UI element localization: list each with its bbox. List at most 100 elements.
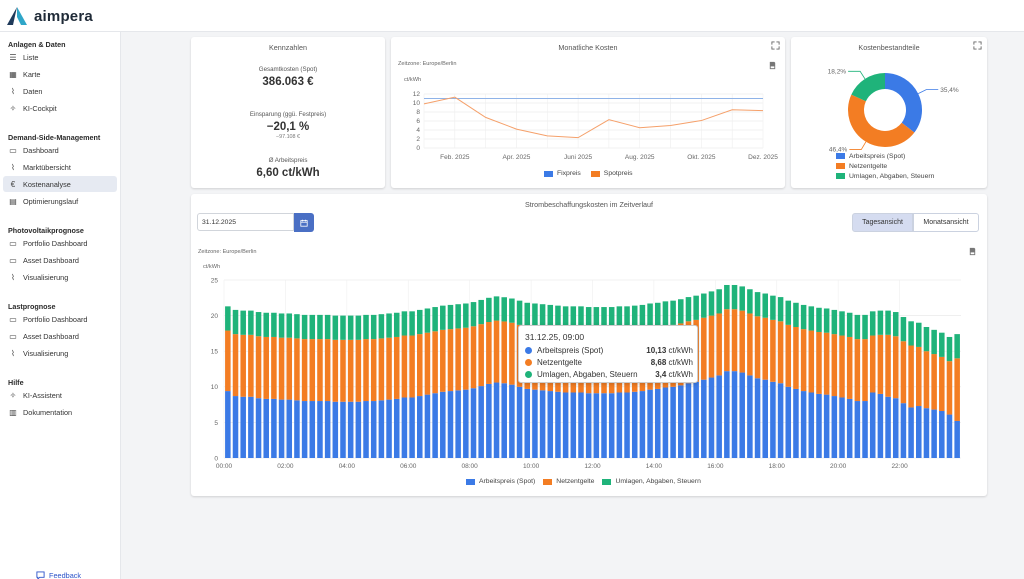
bar-segment[interactable] — [831, 396, 838, 458]
bar-segment[interactable] — [455, 304, 461, 329]
bar-segment[interactable] — [347, 401, 354, 458]
bar-segment[interactable] — [678, 299, 684, 324]
bar-segment[interactable] — [869, 311, 876, 336]
bar-segment[interactable] — [255, 336, 262, 399]
legend-arbeitspreis[interactable]: Arbeitspreis (Spot) — [479, 478, 536, 485]
bar-segment[interactable] — [724, 284, 730, 310]
bar-segment[interactable] — [232, 309, 239, 335]
bar-segment[interactable] — [654, 388, 661, 458]
bar-segment[interactable] — [432, 393, 438, 458]
bar-segment[interactable] — [946, 361, 953, 415]
bar-segment[interactable] — [762, 379, 768, 458]
bar-segment[interactable] — [225, 306, 231, 331]
bar-segment[interactable] — [570, 392, 577, 458]
bar-segment[interactable] — [747, 313, 753, 376]
bar-segment[interactable] — [777, 297, 784, 322]
bar-segment[interactable] — [486, 322, 492, 384]
bar-segment[interactable] — [409, 335, 415, 398]
bar-segment[interactable] — [793, 388, 799, 458]
bar-segment[interactable] — [793, 326, 799, 389]
bar-segment[interactable] — [232, 334, 239, 397]
bar-segment[interactable] — [693, 381, 699, 458]
bar-segment[interactable] — [877, 393, 884, 458]
bar-segment[interactable] — [355, 401, 362, 458]
bar-segment[interactable] — [931, 409, 937, 458]
bar-segment[interactable] — [754, 292, 761, 317]
bar-segment[interactable] — [301, 401, 308, 458]
bar-segment[interactable] — [900, 403, 907, 458]
bar-segment[interactable] — [286, 313, 293, 338]
bar-segment[interactable] — [608, 307, 615, 332]
bar-segment[interactable] — [271, 312, 277, 337]
bar-segment[interactable] — [624, 392, 630, 458]
bar-segment[interactable] — [447, 391, 454, 458]
sidebar-item-dokumentation[interactable]: ▥ Dokumentation — [3, 404, 117, 420]
bar-segment[interactable] — [777, 321, 784, 384]
bar-segment[interactable] — [916, 406, 922, 458]
bar-segment[interactable] — [301, 339, 308, 402]
bar-segment[interactable] — [670, 386, 676, 458]
sidebar-item-dashboard[interactable]: ▭ Dashboard — [3, 142, 117, 158]
bar-segment[interactable] — [562, 392, 569, 458]
bar-segment[interactable] — [808, 306, 815, 331]
sidebar-item-portfolio-dashboard[interactable]: ▭ Portfolio Dashboard — [3, 311, 117, 327]
legend-item[interactable]: Arbeitspreis (Spot) — [836, 151, 934, 161]
bar-segment[interactable] — [593, 307, 600, 332]
bar-segment[interactable] — [455, 328, 461, 391]
bar-segment[interactable] — [839, 311, 845, 336]
calendar-button[interactable] — [294, 213, 314, 232]
bar-segment[interactable] — [516, 386, 523, 458]
bar-segment[interactable] — [708, 315, 715, 378]
legend-fixpreis[interactable]: Fixpreis — [557, 170, 581, 177]
bar-segment[interactable] — [739, 286, 745, 311]
series-line-spotpreis[interactable] — [423, 96, 764, 139]
sidebar-item-daten[interactable]: ⌇ Daten — [3, 83, 117, 99]
bar-segment[interactable] — [923, 408, 930, 458]
bar-segment[interactable] — [747, 375, 753, 458]
bar-segment[interactable] — [931, 329, 937, 355]
bar-segment[interactable] — [823, 394, 830, 458]
bar-segment[interactable] — [578, 306, 584, 331]
bar-segment[interactable] — [263, 398, 269, 458]
bar-segment[interactable] — [585, 307, 592, 332]
pie-slice[interactable] — [885, 73, 922, 133]
bar-segment[interactable] — [509, 384, 515, 458]
bar-segment[interactable] — [501, 297, 507, 322]
bar-segment[interactable] — [409, 397, 415, 458]
bar-segment[interactable] — [662, 387, 669, 458]
bar-segment[interactable] — [255, 312, 262, 337]
sidebar-item-visualisierung[interactable]: ⌇ Visualisierung — [3, 345, 117, 361]
sidebar-item-optimierungslauf[interactable]: ▤ Optimierungslauf — [3, 194, 117, 210]
bar-segment[interactable] — [447, 329, 454, 392]
bar-segment[interactable] — [892, 312, 899, 337]
bar-segment[interactable] — [954, 420, 960, 458]
bar-segment[interactable] — [278, 337, 285, 400]
legend-item[interactable]: Netzentgelte — [836, 161, 934, 171]
bar-segment[interactable] — [777, 383, 784, 458]
bar-segment[interactable] — [916, 322, 922, 347]
bar-segment[interactable] — [386, 313, 392, 338]
bar-segment[interactable] — [509, 298, 515, 323]
bar-segment[interactable] — [593, 393, 600, 458]
bar-segment[interactable] — [908, 407, 914, 458]
legend-umlagen[interactable]: Umlagen, Abgaben, Steuern — [615, 478, 701, 485]
bar-segment[interactable] — [724, 309, 730, 372]
bar-segment[interactable] — [539, 390, 546, 458]
bar-segment[interactable] — [800, 391, 807, 458]
toggle-month-view[interactable]: Monatsansicht — [913, 213, 979, 232]
bar-segment[interactable] — [693, 295, 699, 320]
bar-segment[interactable] — [862, 314, 868, 340]
bar-segment[interactable] — [501, 321, 507, 384]
bar-segment[interactable] — [800, 304, 807, 330]
bar-segment[interactable] — [478, 299, 484, 325]
bar-segment[interactable] — [417, 334, 423, 397]
bar-segment[interactable] — [716, 375, 722, 458]
sidebar-item-ki-cockpit[interactable]: ✧ KI-Cockpit — [3, 101, 117, 117]
bar-segment[interactable] — [401, 335, 408, 398]
bar-segment[interactable] — [440, 391, 446, 458]
legend-item[interactable]: Umlagen, Abgaben, Steuern — [836, 171, 934, 181]
bar-segment[interactable] — [370, 314, 377, 340]
bar-segment[interactable] — [240, 334, 246, 397]
bar-segment[interactable] — [892, 336, 899, 399]
bar-segment[interactable] — [831, 309, 838, 335]
